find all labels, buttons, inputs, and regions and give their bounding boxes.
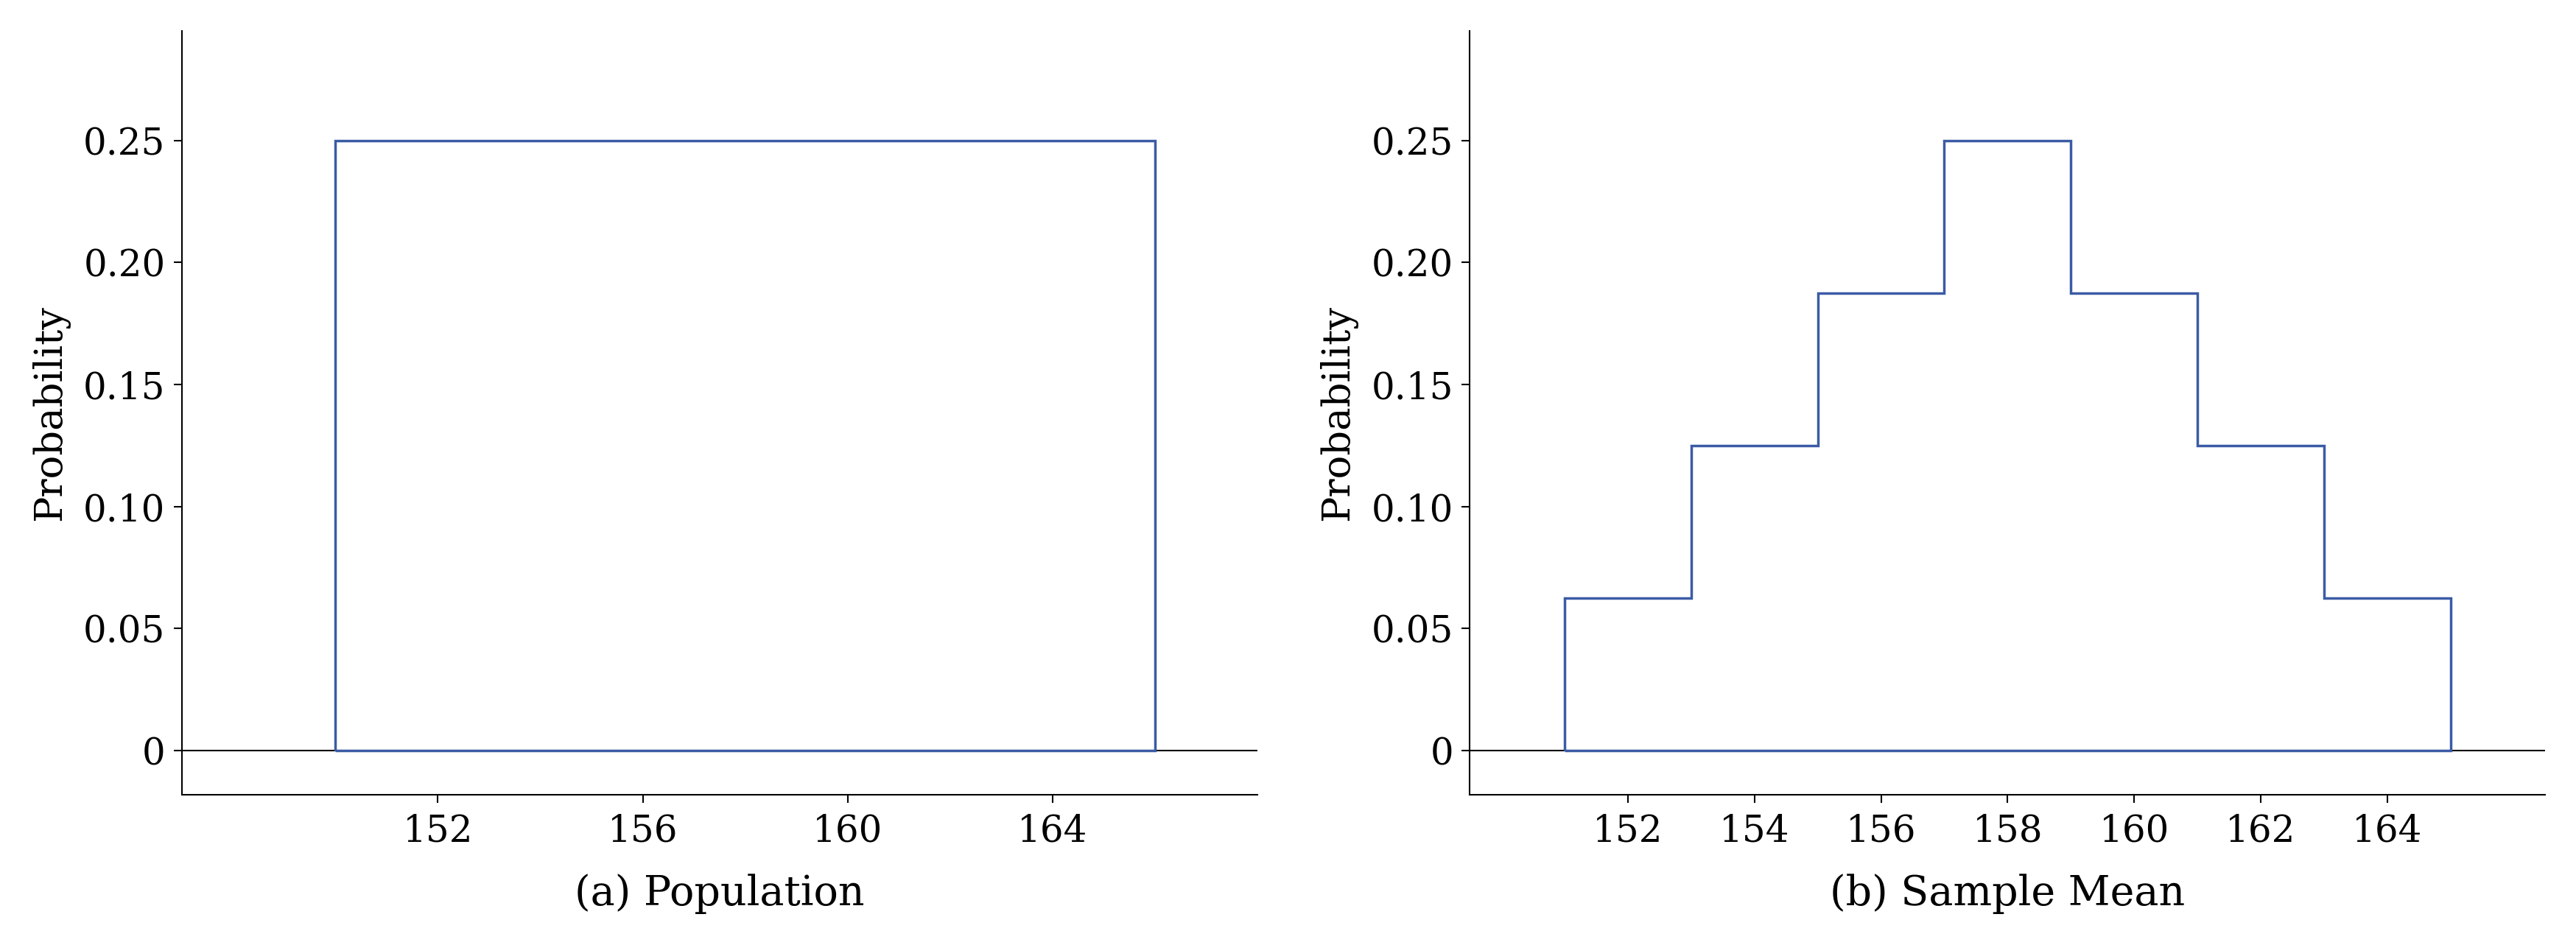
- X-axis label: (b) Sample Mean: (b) Sample Mean: [1829, 874, 2184, 915]
- Y-axis label: Probability: Probability: [31, 304, 70, 521]
- X-axis label: (a) Population: (a) Population: [574, 874, 866, 915]
- Y-axis label: Probability: Probability: [1319, 304, 1358, 521]
